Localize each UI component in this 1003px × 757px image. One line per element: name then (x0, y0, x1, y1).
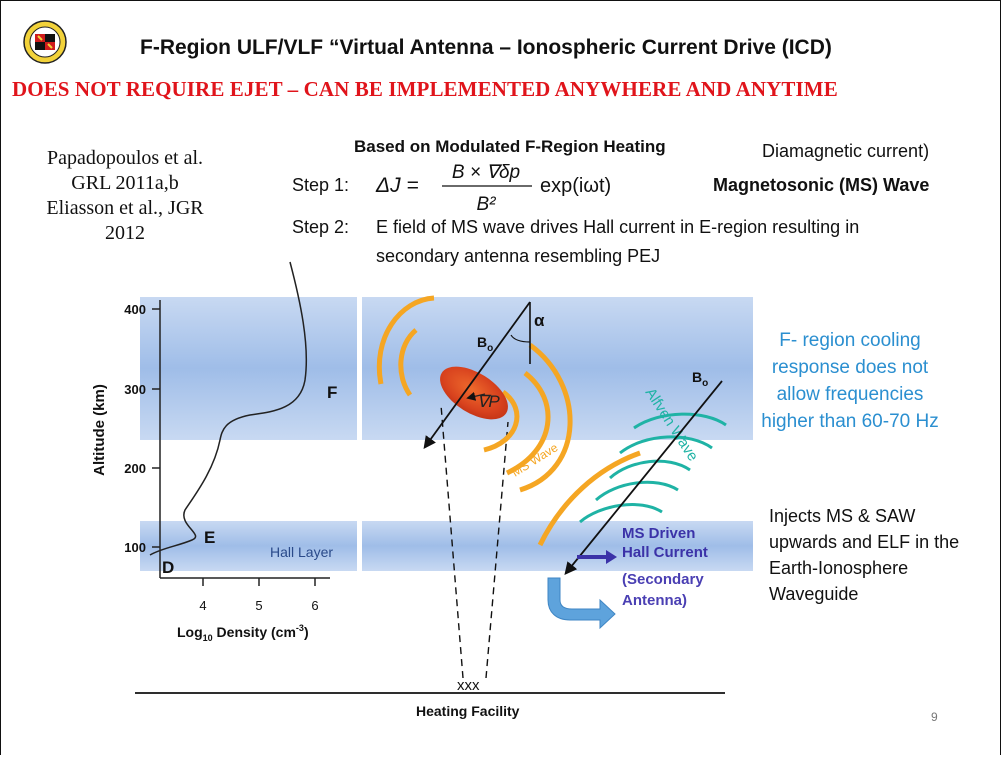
secondary-antenna-bent-arrow (547, 577, 616, 630)
injects-note: Injects MS & SAW upwards and ELF in the … (769, 506, 960, 604)
ms-wave-arc (519, 342, 573, 493)
heating-facility-label: Heating Facility (416, 703, 520, 719)
equation-lhs: ΔJ = (375, 174, 419, 197)
alfven-wave-arc (579, 503, 663, 524)
hall-current-arrow (577, 550, 617, 564)
x-tick-label: 6 (311, 598, 318, 613)
y-tick-label: 200 (124, 461, 146, 476)
f-layer-label: F (327, 383, 337, 402)
alfven-wave-arc (633, 412, 727, 430)
profile-y-axis-label: Altitude (km) (91, 384, 108, 476)
density-profile-curve (149, 261, 308, 556)
ms-wave-arc (483, 389, 520, 453)
hall-current-label-line1: MS Driven (622, 525, 695, 542)
secondary-antenna-label-line2: Antenna) (622, 592, 687, 609)
profile-x-axis-label: Log10 Density (cm-3) (177, 623, 309, 643)
ms-wave-arc (505, 371, 551, 476)
y-tick-label: 300 (124, 382, 146, 397)
ms-wave-arc (376, 295, 435, 385)
reference-line: GRL 2011a,b (71, 172, 179, 194)
diamagnetic-note: Diamagnetic current) (762, 141, 930, 161)
f-layer-band-left (140, 297, 357, 440)
ms-wave-arc-lower (537, 450, 641, 547)
e-layer-band-right (362, 521, 753, 571)
e-layer-label: E (204, 528, 215, 547)
step1-label: Step 1: (292, 175, 350, 195)
pressure-gradient-label: ∇P (477, 392, 500, 411)
equation-numerator: B × ∇δp (452, 162, 520, 183)
ms-wave-label: MS Wave (509, 440, 560, 479)
b0-label-left: Bo (477, 334, 493, 354)
slide-subtitle: DOES NOT REQUIRE EJET – CAN BE IMPLEMENT… (12, 77, 838, 101)
y-tick-label: 400 (124, 302, 146, 317)
ms-wave-heading: Magnetosonic (MS) Wave (713, 175, 930, 195)
step1-equation: ΔJ = B × ∇δp B² exp(iωt) (375, 162, 611, 215)
secondary-antenna-label-line1: (Secondary (622, 571, 704, 588)
reference-line: Papadopoulos et al. (46, 147, 204, 169)
x-tick-label: 4 (199, 598, 206, 613)
y-tick-label: 100 (124, 540, 146, 555)
section-heading: Based on Modulated F-Region Heating (354, 137, 666, 156)
alfven-wave-arc (619, 435, 713, 455)
alpha-label: α (534, 311, 545, 330)
b0-field-line-lower (564, 380, 723, 575)
f-layer-band-right (362, 297, 753, 440)
reference-line: 2012 (105, 222, 145, 244)
ms-wave-arc (398, 328, 418, 397)
slide-title: F-Region ULF/VLF “Virtual Antenna – Iono… (140, 36, 832, 59)
cooling-note: F- region cooling response does not allo… (761, 330, 939, 432)
heater-beam-left (440, 404, 464, 679)
d-layer-label: D (162, 558, 174, 577)
alfven-wave-arc (608, 459, 691, 480)
university-seal-logo (23, 20, 67, 64)
step2-label: Step 2: (292, 217, 350, 237)
page-number: 9 (931, 710, 938, 724)
step2-text: E field of MS wave drives Hall current i… (376, 217, 860, 266)
x-tick-label: 5 (255, 598, 262, 613)
ionospheric-diagram: 400 300 200 100 4 5 6 Altitude (km) Log1… (91, 261, 753, 719)
b0-field-line-upper (423, 301, 531, 450)
b0-label-right: Bo (692, 369, 708, 389)
heater-antennas: xxx (457, 677, 480, 694)
hall-layer-label: Hall Layer (270, 544, 333, 560)
references: Papadopoulos et al. GRL 2011a,b Eliasson… (25, 146, 225, 246)
reference-line: Eliasson et al., JGR (46, 197, 204, 219)
heater-beam-right (485, 421, 509, 679)
alfven-wave-arc (594, 480, 679, 502)
hall-current-label-line2: Hall Current (622, 544, 708, 561)
equation-exponential: exp(iωt) (540, 175, 611, 197)
equation-denominator: B² (477, 194, 497, 215)
